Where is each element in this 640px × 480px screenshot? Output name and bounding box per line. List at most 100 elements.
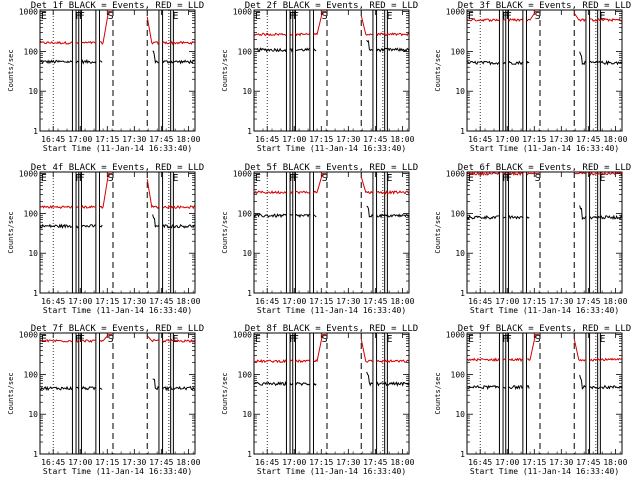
panel-title: Det 8f BLACK = Events, RED = LLD (245, 324, 418, 334)
events-series-line (80, 58, 97, 65)
x-tick-label: 17:00 (495, 135, 519, 144)
flag-f-2: F (293, 11, 299, 22)
flag-e-right: E (599, 173, 605, 184)
lld-series-line (313, 334, 327, 363)
y-tick-label: 10 (455, 87, 465, 96)
y-tick-label: 1000 (233, 170, 252, 179)
y-tick-label: 1 (460, 450, 465, 459)
panel-6: Det 6f BLACK = Events, RED = LLD Counts/s… (434, 163, 631, 315)
x-tick-label: 17:00 (282, 135, 306, 144)
x-tick-label: 17:30 (549, 458, 573, 467)
y-tick-label: 1000 (19, 331, 38, 340)
x-tick-label: 17:00 (68, 458, 92, 467)
events-series-line (253, 47, 287, 53)
lld-series-line (146, 16, 160, 45)
panel-9: Det 9f BLACK = Events, RED = LLD Counts/s… (434, 324, 631, 476)
x-tick-label: 17:30 (122, 458, 146, 467)
x-tick-label: 17:15 (95, 135, 119, 144)
lld-series-line (466, 171, 500, 177)
y-tick-label: 100 (24, 47, 39, 56)
x-tick-label: 17:15 (522, 458, 546, 467)
panel-title: Det 4f BLACK = Events, RED = LLD (31, 163, 204, 173)
x-tick-label: 17:00 (282, 297, 306, 306)
x-tick-label: 17:45 (576, 297, 600, 306)
events-series-line (289, 382, 294, 386)
flag-s: S (322, 334, 328, 345)
events-series-line (508, 215, 524, 220)
lld-series-line (81, 339, 97, 344)
x-tick-label: 17:00 (495, 458, 519, 467)
x-tick-label: 16:45 (468, 297, 492, 306)
flag-s: S (108, 173, 114, 184)
plot-frame (253, 9, 410, 132)
flag-f-2: F (506, 334, 512, 345)
x-tick-label: 16:45 (468, 135, 492, 144)
flag-e-left: E (41, 173, 47, 184)
y-tick-label: 1000 (233, 8, 252, 17)
y-tick-label: 1 (33, 127, 38, 136)
events-series-line (295, 47, 311, 52)
flag-e-right: E (172, 334, 178, 345)
x-tick-label: 17:15 (309, 135, 333, 144)
lld-series-line (508, 357, 524, 363)
events-series-line (99, 60, 103, 63)
flag-e-left: E (255, 334, 261, 345)
events-series-line (366, 371, 374, 387)
lld-series-line (526, 172, 540, 176)
x-tick-label: 17:00 (68, 135, 92, 144)
x-axis-label: Start Time (11-Jan-14 16:33:40) (257, 144, 406, 153)
lld-series-line (376, 32, 410, 37)
events-series-line (253, 380, 287, 387)
events-series-line (75, 386, 80, 390)
lld-series-line (39, 204, 73, 210)
plot-frame (466, 332, 623, 455)
events-series-line (376, 47, 410, 53)
flag-s: S (535, 11, 541, 22)
plot-frame (39, 171, 196, 294)
y-tick-label: 1 (247, 127, 252, 136)
lld-series-line (289, 191, 294, 195)
y-tick-label: 1 (460, 127, 465, 136)
flag-f-1: F (502, 334, 508, 345)
x-tick-label: 18:00 (390, 297, 414, 306)
x-axis-label: Start Time (11-Jan-14 16:33:40) (257, 306, 406, 315)
plot-frame (466, 9, 623, 132)
lld-series-line (146, 179, 160, 209)
flag-f-1: F (502, 11, 508, 22)
events-series-line (466, 214, 500, 220)
flag-e-left: E (468, 173, 474, 184)
events-series-line (525, 385, 530, 389)
lld-series-line (508, 171, 524, 177)
plot-frame (39, 332, 196, 455)
x-tick-label: 17:00 (282, 458, 306, 467)
flag-e-right: E (599, 334, 605, 345)
y-tick-label: 1 (247, 289, 252, 298)
flag-e-left: E (255, 11, 261, 22)
events-series-line (162, 223, 196, 229)
events-series-line (295, 381, 311, 387)
events-series-line (579, 205, 587, 221)
lld-series-line (502, 358, 507, 361)
flag-s: S (322, 173, 328, 184)
lld-series-line (295, 190, 311, 195)
x-axis-label: Start Time (11-Jan-14 16:33:40) (43, 144, 192, 153)
flag-f-2: F (293, 334, 299, 345)
flag-f-2: F (79, 11, 85, 22)
x-axis-label: Start Time (11-Jan-14 16:33:40) (470, 306, 619, 315)
events-series-line (81, 385, 97, 391)
x-tick-label: 17:30 (549, 135, 573, 144)
x-axis-label: Start Time (11-Jan-14 16:33:40) (470, 467, 619, 476)
panel-title: Det 7f BLACK = Events, RED = LLD (31, 324, 204, 334)
events-series-line (39, 59, 73, 65)
events-series-line (313, 214, 317, 218)
events-series-line (589, 384, 623, 390)
y-axis-label: Counts/sec (221, 211, 229, 253)
lld-series-line (295, 359, 311, 364)
flag-e-right: E (172, 173, 178, 184)
y-axis-label: Counts/sec (221, 372, 229, 414)
flag-f-2: F (506, 173, 512, 184)
plot-frame (466, 171, 623, 294)
x-tick-label: 16:45 (255, 135, 279, 144)
x-tick-label: 18:00 (603, 135, 627, 144)
events-series-line (75, 60, 80, 64)
